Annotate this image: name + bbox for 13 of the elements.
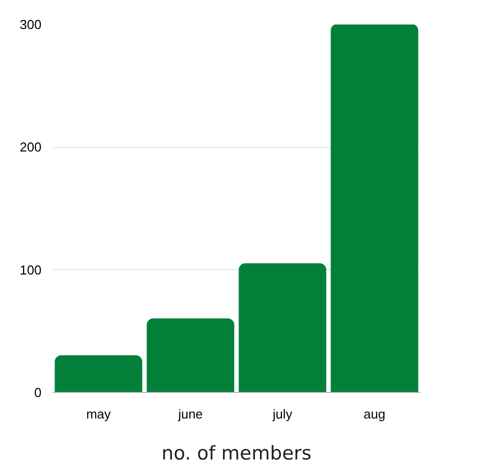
x-tick-label: may [86,406,112,422]
x-axis-title: no. of members [162,442,312,464]
bar [146,318,234,392]
bar [54,355,142,392]
y-tick-label: 300 [20,17,42,32]
bar [238,263,326,392]
x-tick-label: july [272,406,293,422]
y-tick-label: 100 [20,262,42,278]
x-tick-label: june [177,406,203,422]
y-tick-label: 200 [20,140,42,155]
x-tick-label: aug [364,406,386,422]
y-tick-label: 0 [34,385,42,400]
bar [330,24,418,392]
